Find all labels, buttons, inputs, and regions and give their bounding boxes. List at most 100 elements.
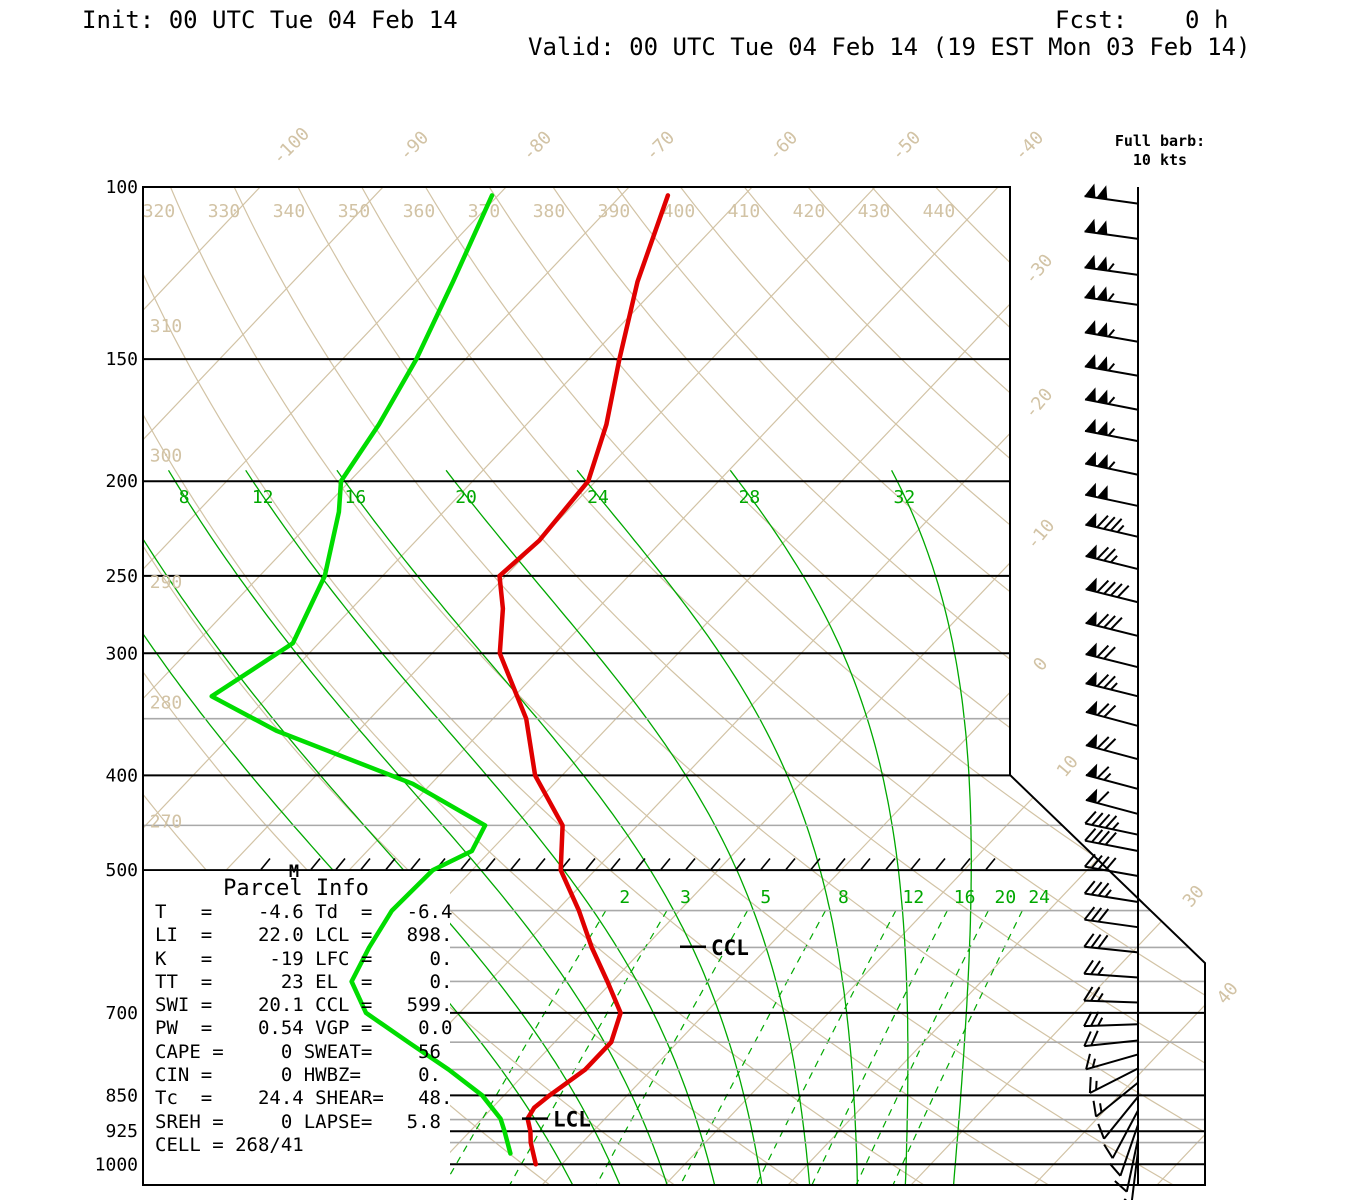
barb-full [1096, 613, 1110, 627]
forecast-hour-label: Fcst: 0 h [1055, 6, 1229, 34]
barb-pennant [1085, 788, 1098, 803]
barb-full [1090, 960, 1101, 975]
barb-shaft [1085, 1053, 1139, 1071]
dry-adiabat-left-label: 310 [150, 316, 183, 337]
barb-full [1096, 673, 1110, 687]
isotherm-top-label: -100 [268, 123, 314, 169]
level-markers: CCL LCL [522, 936, 749, 1132]
wind-barb [1083, 1030, 1139, 1048]
isotherm-line [143, 187, 507, 1185]
barb-shaft [1089, 1067, 1139, 1094]
barb-full [1096, 791, 1110, 804]
barb-shaft [1083, 1023, 1139, 1028]
isotherm-line [0, 187, 137, 1185]
barb-pennant [1084, 418, 1096, 433]
isotherm-line [143, 187, 876, 1185]
dry-adiabat-line [143, 187, 800, 1185]
barb-shaft [1084, 230, 1139, 240]
wind-barbs [1083, 183, 1139, 1200]
barb-half [1091, 1058, 1096, 1068]
hatch-tick [710, 857, 721, 871]
barb-pennant [1084, 254, 1096, 269]
barb-pennant [1096, 421, 1108, 436]
barb-shaft [1111, 1110, 1139, 1159]
dry-adiabat-line [424, 187, 1205, 1185]
wind-barb [1084, 853, 1139, 877]
barb-full [1084, 827, 1097, 842]
hatch-tick [810, 857, 821, 871]
pressure-axis-label: 400 [105, 765, 138, 786]
barb-pennant [1085, 671, 1097, 686]
barb-half [1116, 524, 1125, 533]
wind-barb [1103, 1110, 1139, 1159]
hatch-tick [960, 857, 971, 871]
mixing-ratio-lines [443, 910, 1023, 1185]
isotherm-top-label: -50 [887, 127, 925, 165]
dry-adiabat-line [233, 187, 1205, 1185]
hatch-tick [360, 857, 371, 871]
wind-barb [1109, 1124, 1139, 1177]
barb-full [1090, 1011, 1100, 1027]
lcl-label: LCL [553, 1108, 591, 1132]
hatch-tick [410, 857, 421, 871]
wind-barb [1084, 387, 1139, 411]
barb-full [1084, 810, 1097, 825]
dry-adiabat-line [935, 187, 1205, 1185]
hatch-tick [485, 857, 496, 871]
barb-full [1090, 933, 1102, 949]
barb-full [1096, 546, 1110, 560]
barb-full [1103, 615, 1116, 629]
parcel-info-title: Parcel Info [223, 876, 369, 901]
wind-barb [1084, 254, 1139, 276]
barb-full [1114, 1180, 1128, 1193]
barb-pennant [1096, 389, 1108, 404]
barb-shaft [1084, 892, 1139, 903]
dry-adiabat-top-label: 320 [143, 201, 176, 222]
dry-adiabat-left-label: 270 [150, 811, 183, 832]
mixing-ratio-label: 3 [680, 887, 691, 908]
barb-shaft [1103, 1096, 1139, 1140]
barb-pennant [1085, 642, 1097, 657]
wind-barb [1085, 788, 1139, 815]
dry-adiabat-line [807, 187, 1205, 1185]
wind-barb [1083, 906, 1139, 929]
barb-shaft [1085, 798, 1139, 815]
barb-full [1104, 831, 1117, 846]
barb-half [1107, 292, 1115, 302]
barb-full [1110, 583, 1123, 597]
barb-shaft [1095, 1081, 1139, 1118]
barb-half [1097, 1017, 1104, 1027]
hatch-tick [310, 857, 321, 871]
barb-pennant [1084, 218, 1096, 233]
barb-full [1096, 703, 1110, 716]
isotherm-right-label: 0 [1029, 654, 1052, 676]
barb-full [1096, 766, 1110, 779]
wind-barb [1084, 320, 1139, 343]
barb-half [1107, 427, 1116, 437]
wind-barb [1085, 733, 1139, 761]
barb-pennant [1084, 387, 1096, 402]
wind-barb [1085, 577, 1139, 604]
wind-barb [1084, 183, 1139, 205]
moist-adiabat-label: 32 [893, 487, 915, 508]
barb-pennant [1096, 256, 1108, 271]
barb-full [1096, 579, 1110, 593]
dry-adiabat-line [552, 187, 1205, 1185]
barb-full [1083, 1031, 1092, 1047]
barb-full [1110, 616, 1123, 630]
barb-shaft [1085, 774, 1139, 790]
barb-full [1090, 907, 1103, 922]
barb-full [1090, 854, 1103, 869]
barb-full [1083, 933, 1095, 948]
barb-shaft [1119, 1124, 1139, 1177]
wind-barb [1085, 544, 1139, 571]
pressure-axis-label: 925 [105, 1121, 138, 1142]
hatch-tick [460, 857, 471, 871]
barb-full [1103, 704, 1117, 718]
barb-legend-line2: 10 kts [1132, 151, 1188, 169]
moist-adiabat-line [891, 470, 972, 1185]
wind-barb [1084, 827, 1139, 852]
mixing-ratio-line [443, 910, 607, 1185]
isotherm-top-label: -80 [518, 127, 556, 165]
dry-adiabat-top-label: 400 [663, 201, 696, 222]
